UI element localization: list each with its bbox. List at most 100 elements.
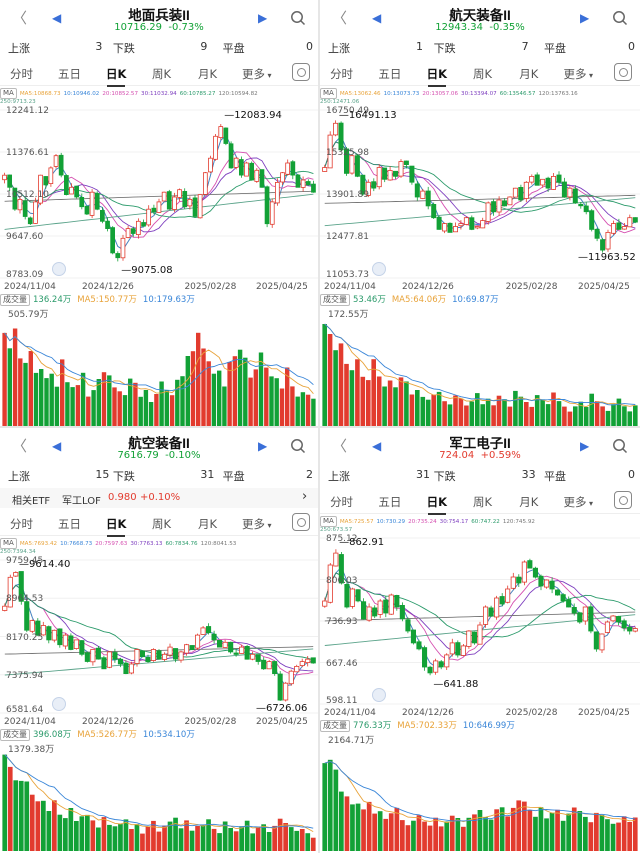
tab-weekly-k[interactable]: 周K [152,517,172,531]
volume-bar [12,328,18,426]
tab-daily-k[interactable]: 日K [426,495,448,515]
tab-more[interactable]: 更多 ▾ [563,67,594,81]
eye-icon[interactable] [52,262,66,276]
etf-name[interactable]: 军工LOF [62,496,101,507]
tab-monthly-k[interactable]: 月K [198,517,218,531]
back-arrow-icon[interactable]: 〈 [12,437,28,455]
high-value: 9614.40 [29,558,71,570]
tab-more[interactable]: 更多 ▾ [242,67,272,81]
candle-body [178,651,184,661]
volume-bar [382,386,387,426]
back-arrow-icon[interactable]: 〈 [332,437,348,455]
volume-bar [7,766,13,851]
chevron-right-icon[interactable]: › [302,489,308,504]
next-index-icon[interactable]: ▶ [258,439,268,453]
tab-daily-k[interactable]: 日K [426,67,448,87]
search-icon[interactable] [290,438,306,454]
ma-toggle[interactable]: MA [0,88,17,99]
search-icon[interactable] [290,10,306,26]
tab-more[interactable]: 更多 ▾ [242,517,272,531]
kline-chart[interactable]: 12241.12 11376.61 10512.10 9647.60 8783.09 —1… [0,104,318,292]
tab-monthly-k[interactable]: 月K [519,495,539,509]
tab-intraday[interactable]: 分时 [330,495,354,509]
volume-bar [159,381,164,426]
candle-body [120,237,126,259]
settings-icon[interactable] [614,491,632,509]
prev-index-icon[interactable]: ◀ [52,439,62,453]
ma-value-2: 20:7597.63 [95,541,128,547]
volume-bar [621,816,627,851]
tab-more[interactable]: 更多 ▾ [563,495,594,509]
related-etf-bar[interactable]: 相关ETF 军工LOF 0.980 +0.10% › [0,488,318,508]
tab-five-day[interactable]: 五日 [58,517,81,531]
kline-chart[interactable]: 16750.49 15325.98 13901.89 12477.81 11053.73… [320,104,640,292]
ma-toggle[interactable]: MA [320,516,337,527]
tab-monthly-k[interactable]: 月K [198,67,218,81]
volume-bar [560,820,566,851]
settings-icon[interactable] [292,513,310,531]
tab-daily-k[interactable]: 日K [106,517,127,537]
down-label: 下跌 [433,42,456,55]
ma-toggle[interactable]: MA [0,538,17,549]
candle-body [507,196,513,206]
back-arrow-icon[interactable]: 〈 [12,9,28,27]
settings-icon[interactable] [292,63,310,81]
settings-icon[interactable] [614,63,632,81]
down-label: 下跌 [433,470,456,483]
volume-bar [46,811,52,851]
volume-toggle[interactable]: 成交量 [320,294,350,306]
candle-body [69,186,74,195]
volume-bar [562,406,567,426]
prev-index-icon[interactable]: ◀ [52,11,62,25]
candle-body [616,222,622,230]
search-icon[interactable] [612,10,628,26]
search-icon[interactable] [612,438,628,454]
prev-index-icon[interactable]: ◀ [372,11,382,25]
volume-max-label: 505.79万 [8,310,49,320]
tab-intraday[interactable]: 分时 [10,67,33,81]
candle-body [48,167,54,185]
volume-ma10: 10:69.87万 [452,295,499,305]
tab-monthly-k[interactable]: 月K [519,67,539,81]
kline-chart[interactable]: 875.12 806.03 736.93 667.46 598.11 —862.91 —64… [320,532,640,718]
volume-bar [551,392,556,426]
next-index-icon[interactable]: ▶ [258,11,268,25]
eye-icon[interactable] [52,697,66,711]
tab-intraday[interactable]: 分时 [330,67,354,81]
volume-toggle[interactable]: 成交量 [0,294,30,306]
volume-bar [632,817,638,851]
tab-daily-k[interactable]: 日K [106,67,127,87]
volume-bar [458,398,464,426]
candle-body [79,640,85,655]
tab-five-day[interactable]: 五日 [378,495,402,509]
low-value: 11963.52 [588,252,636,264]
tab-weekly-k[interactable]: 周K [472,67,492,81]
tab-weekly-k[interactable]: 周K [472,495,492,509]
candle-body [571,607,577,614]
tab-five-day[interactable]: 五日 [58,67,81,81]
candle-body [94,193,100,210]
next-index-icon[interactable]: ▶ [580,439,590,453]
high-annotation: —9614.40 [19,559,70,570]
candle-body [554,589,561,596]
volume-toggle[interactable]: 成交量 [0,729,30,741]
eye-icon[interactable] [372,262,386,276]
tab-intraday[interactable]: 分时 [10,517,33,531]
candle-body [35,620,41,636]
volume-bar [577,811,583,851]
volume-bar [228,828,233,851]
tab-five-day[interactable]: 五日 [378,67,402,81]
tab-weekly-k[interactable]: 周K [152,67,172,81]
candle-body [632,217,638,223]
eye-icon[interactable] [372,688,386,702]
kline-chart[interactable]: 9759.45 8964.53 8170.25 7375.94 6581.64 —9614… [0,554,318,727]
ma-toggle[interactable]: MA [320,88,337,99]
candle-body [474,226,480,229]
back-arrow-icon[interactable]: 〈 [332,9,348,27]
next-index-icon[interactable]: ▶ [580,11,590,25]
volume-max-label: 2164.71万 [328,736,375,746]
volume-toggle[interactable]: 成交量 [320,720,350,732]
volume-bar [123,819,129,851]
candle-body [549,580,555,590]
prev-index-icon[interactable]: ◀ [372,439,382,453]
